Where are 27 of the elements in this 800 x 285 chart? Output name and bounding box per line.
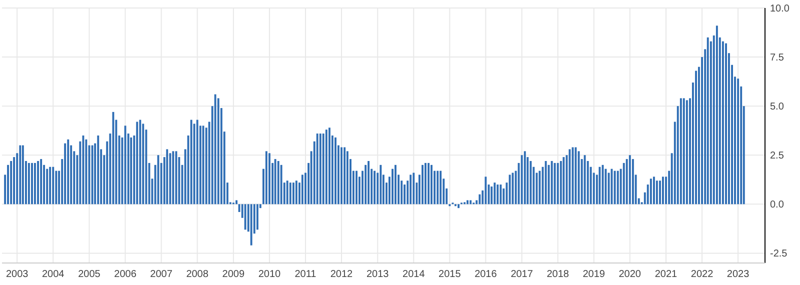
y-tick-label: 0.0 <box>770 200 784 211</box>
x-tick-label: 2019 <box>582 269 606 280</box>
y-tick-label: 2.5 <box>770 150 784 162</box>
x-tick-label: 2005 <box>78 269 101 280</box>
y-tick-label: 10.0 <box>770 4 790 14</box>
x-tick-label: 2004 <box>42 269 65 280</box>
x-tick-label: 2012 <box>330 269 354 280</box>
y-tick-label: 7.5 <box>770 52 784 64</box>
x-tick-label: 2003 <box>6 269 29 280</box>
x-tick-label: 2018 <box>546 269 570 280</box>
y-tick-label: 5.0 <box>770 102 784 113</box>
x-tick-label: 2013 <box>366 269 390 280</box>
x-tick-label: 2020 <box>618 269 642 280</box>
x-tick-label: 2010 <box>258 269 282 280</box>
x-tick-label: 2017 <box>510 269 534 280</box>
x-tick-label: 2022 <box>690 269 714 280</box>
x-tick-label: 2006 <box>114 269 137 280</box>
x-tick-label: 2021 <box>654 269 678 280</box>
x-tick-label: 2011 <box>294 269 317 280</box>
x-tick-label: 2016 <box>474 269 498 280</box>
x-tick-label: 2015 <box>438 269 462 280</box>
x-tick-label: 2009 <box>222 269 245 280</box>
x-tick-label: 2014 <box>402 269 426 280</box>
x-tick-label: 2023 <box>726 269 750 280</box>
y-tick-label: -2.5 <box>770 248 788 260</box>
x-tick-label: 2008 <box>186 269 209 280</box>
x-tick-label: 2007 <box>150 269 173 280</box>
